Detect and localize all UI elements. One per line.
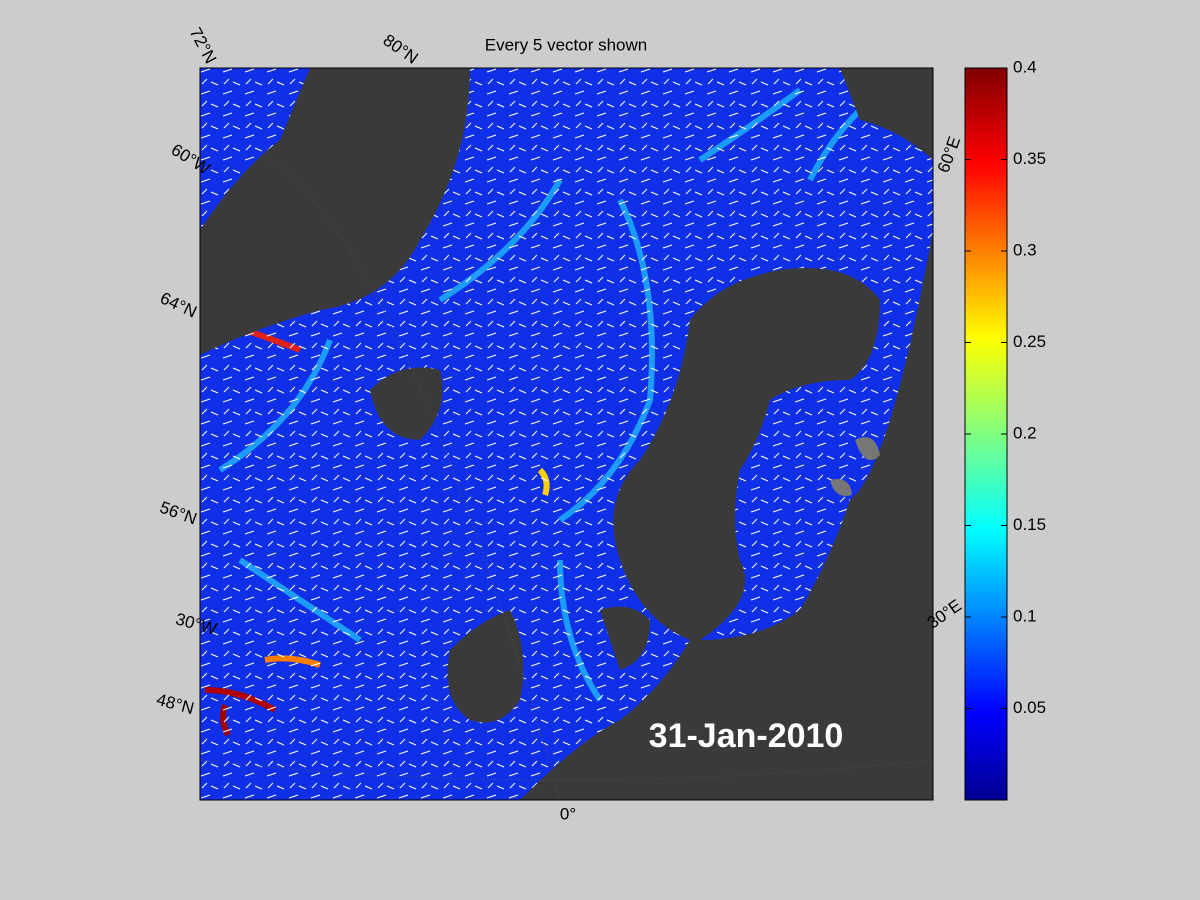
date-label: 31-Jan-2010 bbox=[649, 717, 844, 755]
colorbar-tick-label: 0.1 bbox=[1013, 606, 1037, 625]
colorbar-tick-label: 0.4 bbox=[1013, 57, 1037, 76]
map bbox=[200, 68, 933, 800]
graticule bbox=[200, 159, 933, 800]
land bbox=[200, 68, 933, 800]
graticule-label: 48°N bbox=[154, 690, 196, 718]
colorbar-tick-label: 0.15 bbox=[1013, 515, 1046, 534]
colorbar-tick-label: 0.25 bbox=[1013, 332, 1046, 351]
colorbar-ticks: 0.05 0.1 0.15 0.2 0.25 0.3 0.35 0.4 bbox=[965, 57, 1046, 717]
graticule-label: 72°N bbox=[186, 24, 221, 66]
colorbar bbox=[964, 67, 1008, 801]
colorbar-tick-label: 0.3 bbox=[1013, 240, 1037, 259]
graticule-label: 0° bbox=[560, 804, 576, 823]
lakes bbox=[830, 437, 880, 496]
colorbar-tick-label: 0.35 bbox=[1013, 149, 1046, 168]
map-frame bbox=[199, 67, 934, 801]
graticule-label: 80°N bbox=[380, 30, 422, 67]
map-title: Every 5 vector shown bbox=[485, 35, 648, 54]
graticule-label: 64°N bbox=[157, 288, 199, 321]
colorbar-tick-label: 0.2 bbox=[1013, 423, 1037, 442]
colorbar-tick-label: 0.05 bbox=[1013, 698, 1046, 717]
graticule-label: 56°N bbox=[157, 498, 199, 529]
graticule-label: 60°E bbox=[934, 134, 965, 175]
